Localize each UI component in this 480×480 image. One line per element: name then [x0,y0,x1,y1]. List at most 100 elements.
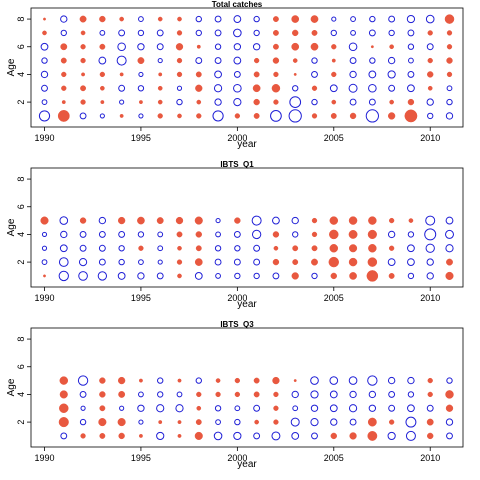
positive-residual-bubble [330,432,337,440]
negative-residual-bubble [387,70,396,79]
negative-residual-bubble [387,56,396,65]
plot-frame [30,167,464,288]
positive-residual-bubble [80,433,86,439]
negative-residual-bubble [214,245,222,252]
negative-residual-bubble [138,16,144,22]
positive-residual-bubble [117,376,126,385]
negative-residual-bubble [425,243,435,253]
positive-residual-bubble [427,85,433,91]
x-tick-label: 2010 [420,453,440,463]
positive-residual-bubble [215,391,221,398]
negative-residual-bubble [116,55,127,66]
negative-residual-bubble [408,57,414,64]
x-tick-label: 2000 [227,293,247,303]
negative-residual-bubble [310,390,319,399]
positive-residual-bubble [100,85,105,91]
negative-residual-bubble [253,404,261,412]
x-tick-label: 2005 [324,133,344,143]
negative-residual-bubble [311,432,318,440]
positive-residual-bubble [331,71,337,78]
negative-residual-bubble [157,231,164,238]
positive-residual-bubble [177,113,182,119]
positive-residual-bubble [446,30,453,36]
negative-residual-bubble [118,84,126,92]
positive-residual-bubble [195,419,202,426]
positive-residual-bubble [59,403,69,414]
negative-residual-bubble [329,404,338,413]
positive-residual-bubble [291,42,300,51]
negative-residual-bubble [365,109,379,123]
positive-residual-bubble [444,14,455,24]
negative-residual-bubble [234,418,241,426]
negative-residual-bubble [253,29,260,37]
positive-residual-bubble [253,98,260,106]
positive-residual-bubble [99,377,106,384]
negative-residual-bubble [99,113,105,119]
positive-residual-bubble [234,217,241,224]
x-tick-label: 1990 [34,453,54,463]
negative-residual-bubble [98,244,106,252]
negative-residual-bubble [368,83,377,93]
negative-residual-bubble [138,113,144,119]
negative-residual-bubble [388,15,396,23]
panel-2: IBTS_Q1 1990 1995 2000 2005 2010 2 4 6 8 year Age [6,160,464,310]
negative-residual-bubble [137,43,145,51]
negative-residual-bubble [446,432,453,440]
negative-residual-bubble [445,112,454,120]
negative-residual-bubble [349,98,357,106]
negative-residual-bubble [195,57,203,65]
positive-residual-bubble [427,57,433,64]
positive-residual-bubble [177,245,182,251]
positive-residual-bubble [331,99,337,105]
positive-residual-bubble [253,391,260,398]
positive-residual-bubble [80,44,86,50]
positive-residual-bubble [177,420,182,425]
y-tick-label: 2 [16,260,26,265]
positive-residual-bubble [292,58,298,63]
negative-residual-bubble [119,99,125,105]
negative-residual-bubble [79,244,87,252]
positive-residual-bubble [271,84,281,93]
negative-residual-bubble [387,258,396,266]
negative-residual-bubble [194,272,203,280]
positive-residual-bubble [446,57,453,64]
positive-residual-bubble [194,431,203,440]
positive-residual-bubble [273,391,279,398]
negative-residual-bubble [41,245,48,251]
positive-residual-bubble [253,71,260,78]
positive-residual-bubble [234,113,241,119]
positive-residual-bubble [310,15,319,23]
negative-residual-bubble [234,272,241,280]
positive-residual-bubble [253,112,260,119]
negative-residual-bubble [156,272,164,280]
negative-residual-bubble [41,231,48,237]
negative-residual-bubble [234,405,241,412]
positive-residual-bubble [138,245,144,251]
negative-residual-bubble [406,14,416,24]
positive-residual-bubble [157,85,163,91]
negative-residual-bubble [60,230,68,239]
negative-residual-bubble [253,15,260,23]
positive-residual-bubble [253,377,260,384]
positive-residual-bubble [119,16,124,22]
negative-residual-bubble [157,391,164,398]
positive-residual-bubble [272,231,280,238]
x-tick-label: 1990 [34,293,54,303]
negative-residual-bubble [272,216,280,225]
x-axis-label: year [237,459,257,470]
negative-residual-bubble [195,377,202,384]
positive-residual-bubble [57,110,70,122]
negative-residual-bubble [329,84,338,93]
negative-residual-bubble [446,98,453,106]
x-tick-label: 1995 [131,293,151,303]
positive-residual-bubble [272,258,280,266]
negative-residual-bubble [137,231,145,238]
negative-residual-bubble [157,377,164,384]
negative-residual-bubble [60,432,68,440]
positive-residual-bubble [367,417,377,427]
positive-residual-bubble [349,272,357,280]
negative-residual-bubble [157,259,163,265]
positive-residual-bubble [176,71,183,78]
positive-residual-bubble [196,113,202,119]
